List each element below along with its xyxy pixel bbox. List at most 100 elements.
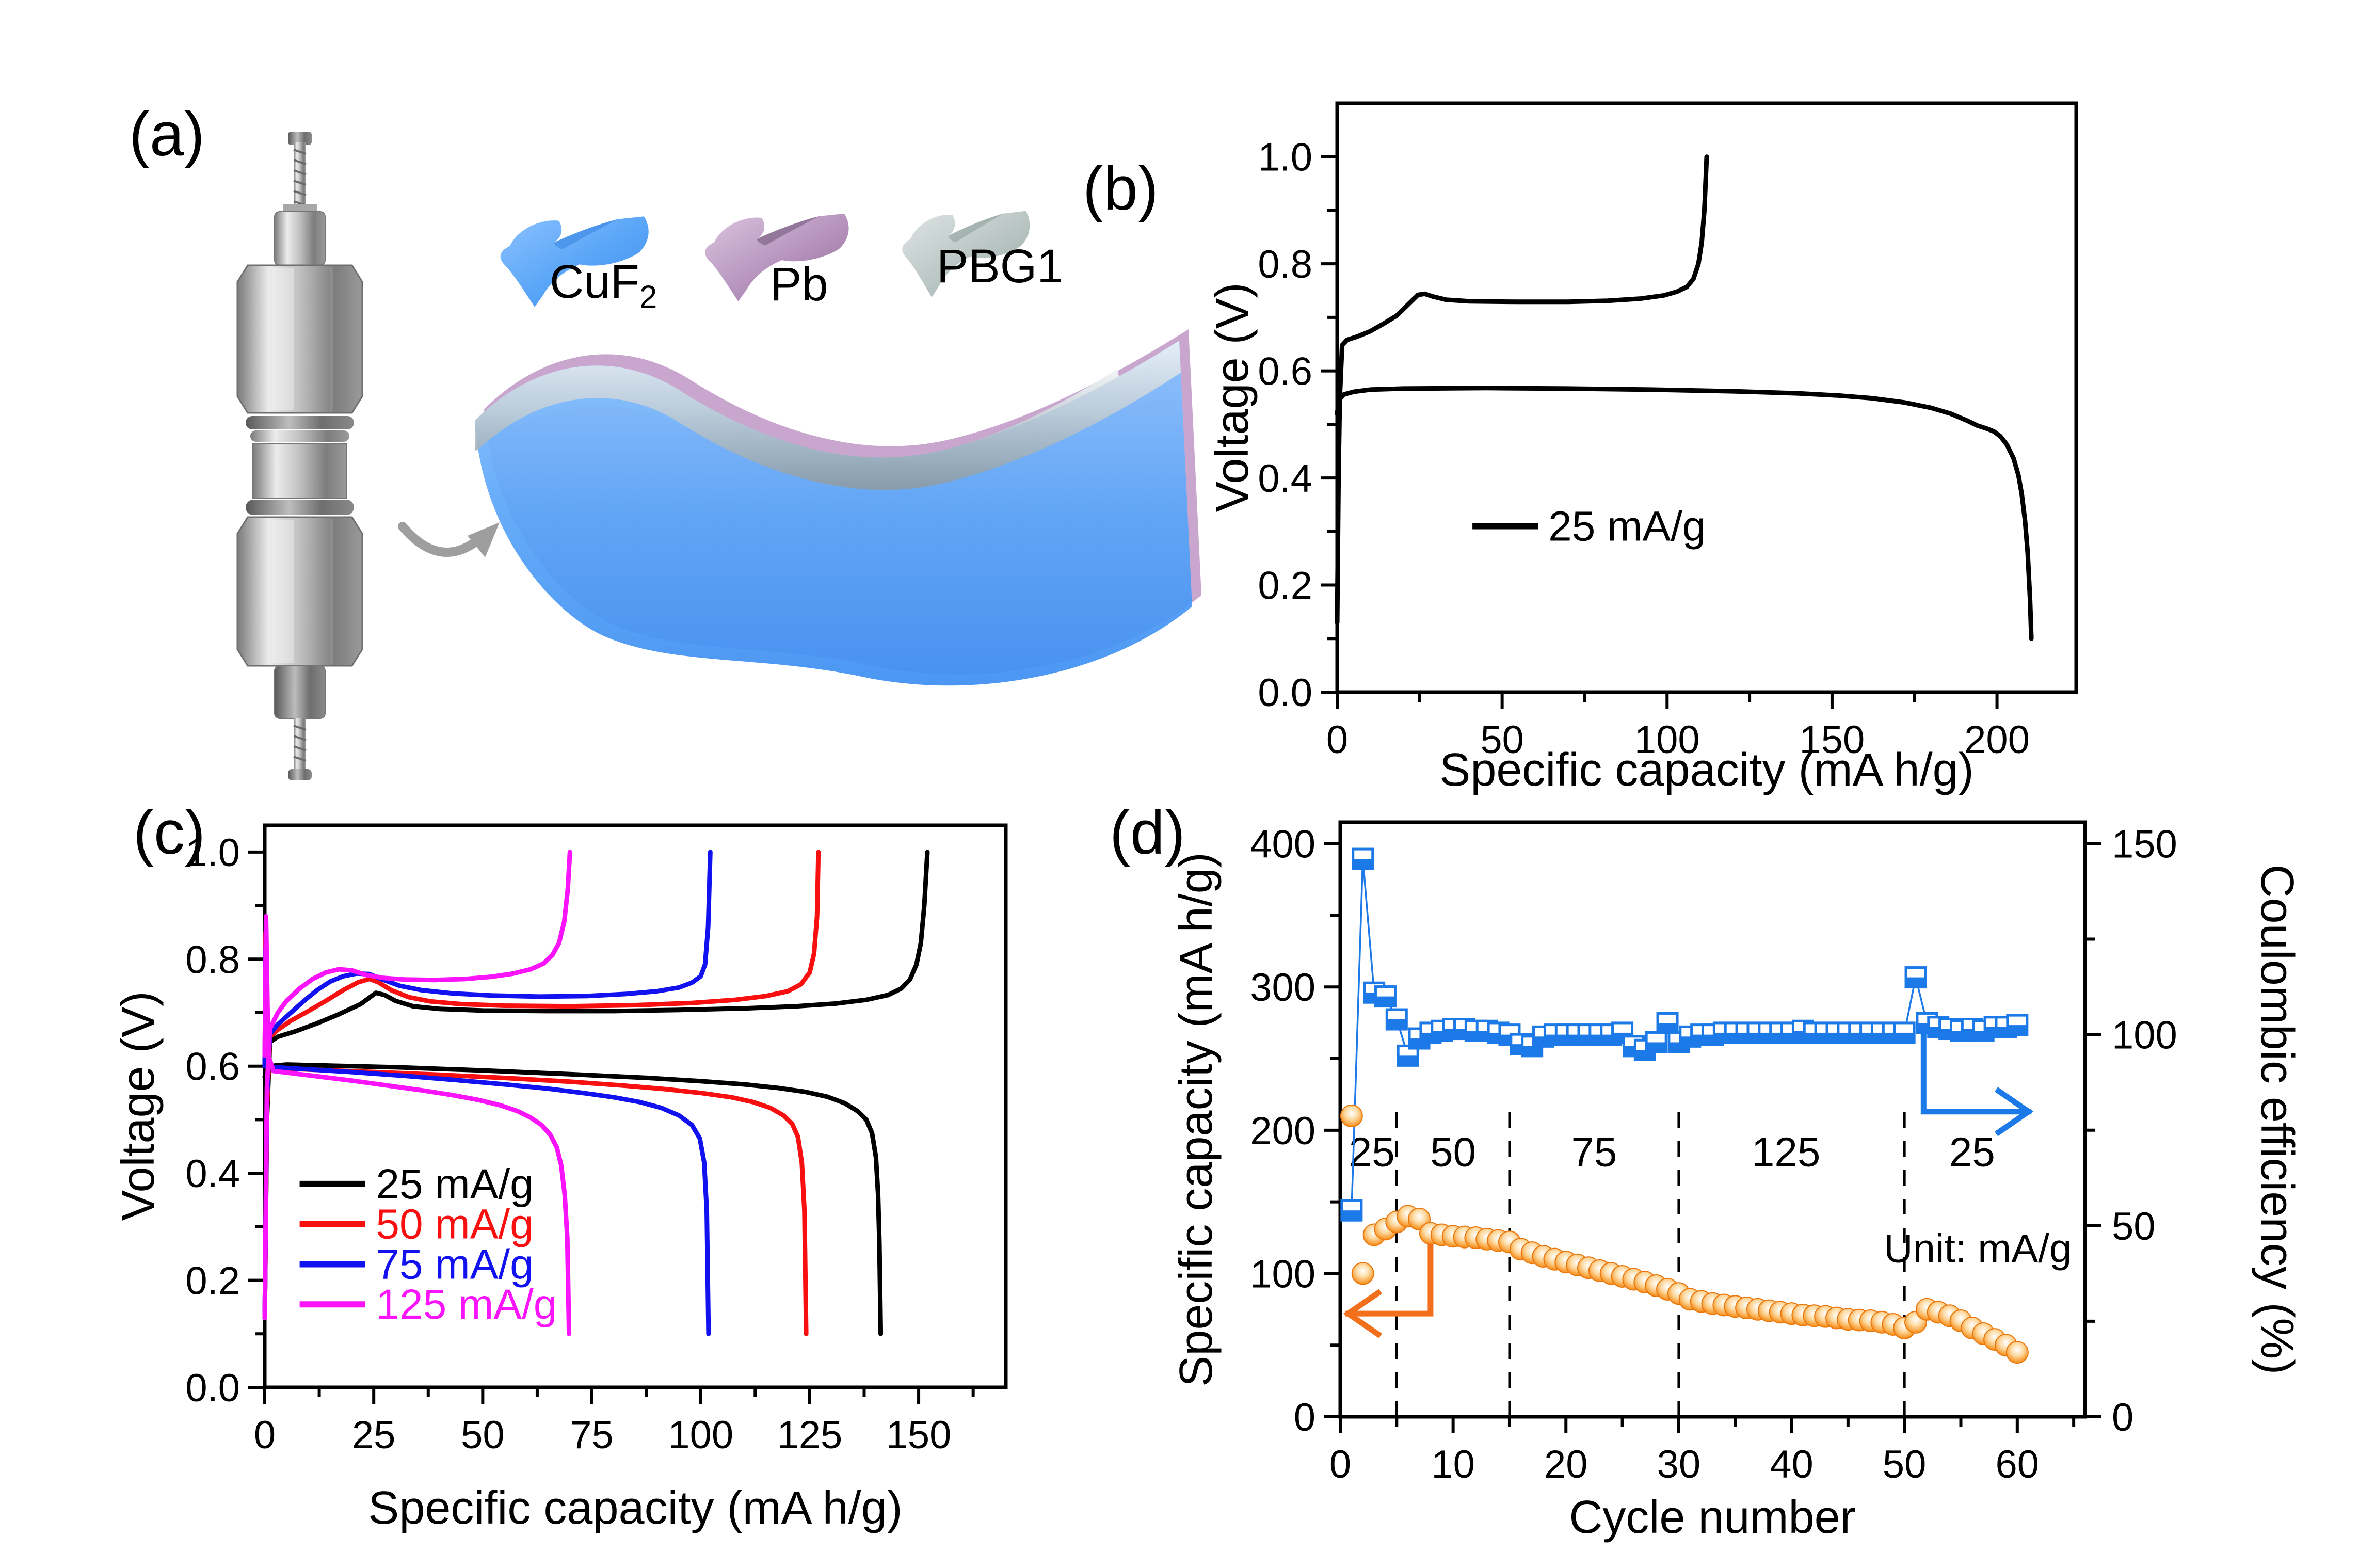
panel-d-chart: 0 10 20 30 40 50 60 0 100 200 300 400 0 50 100 150 Cycle… [1170,820,2303,1543]
x-tick-label: 200 [1964,718,2030,762]
y-tick-label: 1.0 [185,831,240,875]
cell-bottom-screw-tip [288,769,312,780]
composite-sheet [475,329,1201,686]
rate-label: 25 [1949,1129,1995,1175]
right-y-tick-label: 100 [2112,1014,2177,1058]
efficiency-marker [1645,1031,1667,1053]
cell-middle-hex [252,443,347,499]
plot-frame [1338,820,2087,1419]
curve-charge-50-ma-g [262,850,821,1320]
x-tick-label: 20 [1544,1443,1588,1486]
x-axis-label: Specific capacity (mA h/g) [368,1482,902,1534]
panel-a-schematic [236,132,1201,780]
capacity-axis-arrow-head [1343,1289,1382,1338]
efficiency-marker [1904,966,1927,989]
rate-label: 75 [1571,1129,1617,1175]
cell-bottom-plunger [274,665,326,719]
y-tick-label: 0.2 [185,1259,240,1303]
capacity-marker [2005,1341,2029,1364]
y-tick-label: 1.0 [1258,136,1312,180]
panel-d-label: (d) [1110,798,1185,867]
panel-c-label: (c) [133,798,205,867]
screw-threads-2 [293,725,307,762]
x-axis-label: Specific capacity (mA h/g) [1439,744,1973,796]
cell-collar [283,204,317,213]
x-tick-label: 50 [461,1413,505,1457]
y-tick-label: 0.4 [1258,457,1312,501]
capacity-axis-arrow [1345,1238,1434,1317]
panel-b-label: (b) [1083,154,1159,223]
y-tick-label: 0.2 [1258,564,1312,608]
pb-sheet [705,213,849,301]
cell-lower-hex-nut [236,516,363,667]
material-label-pbg1: PBG1 [937,240,1064,293]
assembly-arrow [398,522,500,557]
y-tick-label: 0.0 [1258,671,1312,715]
panel-a-label: (a) [129,100,205,169]
x-tick-label: 30 [1657,1443,1701,1486]
efficiency-marker [1385,1008,1408,1031]
efficiency-marker [1656,1012,1679,1034]
x-tick-label: 0 [1326,718,1348,762]
y-tick-label: 0.6 [1258,350,1312,394]
x-tick-label: 75 [570,1413,614,1457]
x-tick-label: 50 [1480,718,1524,762]
x-tick-label: 100 [1634,718,1700,762]
left-y-axis-label: Specific capacity (mA h/g) [1170,852,1222,1386]
left-y-tick-label: 0 [1294,1396,1315,1439]
material-label-pb: Pb [770,258,828,311]
x-tick-label: 100 [668,1413,733,1457]
x-tick-label: 50 [1883,1443,1927,1486]
y-axis-label: Voltage (V) [1207,282,1258,512]
legend-entry: 25 mA/g [1548,503,1706,550]
x-tick-label: 150 [886,1413,952,1457]
right-y-tick-label: 50 [2112,1205,2156,1249]
efficiency-marker [1893,1021,1916,1044]
left-y-tick-label: 200 [1250,1109,1315,1153]
cell-upper-hex-nut [236,264,363,414]
screw-threads [293,149,307,206]
curve-discharge-50-ma-g [262,930,809,1336]
cell-ring-1 [246,416,354,429]
rate-label: 125 [1752,1129,1820,1175]
y-tick-label: 0.4 [185,1152,240,1196]
curve-charge-25-ma-g [262,850,930,1320]
x-tick-label: 150 [1800,718,1865,762]
legend-entry: 50 mA/g [376,1201,533,1248]
left-y-tick-label: 400 [1250,823,1315,867]
left-y-tick-label: 100 [1250,1252,1315,1296]
legend-entry: 25 mA/g [376,1161,533,1208]
legend-entry: 75 mA/g [376,1241,533,1288]
efficiency-marker [1340,1199,1363,1222]
capacity-marker [1340,1105,1363,1128]
x-tick-label: 0 [1329,1443,1351,1486]
composite-sheet-fold-band [475,341,1181,490]
composite-sheet-cuf2-layer [475,341,1192,686]
curve-discharge-125-ma-g [262,914,572,1336]
efficiency-marker [2006,1014,2029,1036]
efficiency-marker [1566,1023,1588,1046]
panel-c-chart: 0 25 50 75 100 125 150 0.0 0.2 0.4 0.6 0.8 1.0 Specif… [113,823,1008,1534]
unit-note: Unit: mA/g [1884,1225,2072,1271]
curve-charge-75-ma-g [262,850,713,1320]
x-tick-label: 10 [1431,1443,1475,1486]
y-tick-label: 0.0 [185,1366,240,1410]
efficiency-marker [1352,847,1374,870]
hex-highlight [272,268,294,410]
efficiency-axis-arrow [1920,1027,2032,1115]
pbg1-sheet [902,211,1030,298]
y-axis-label: Voltage (V) [113,991,164,1221]
x-tick-label: 60 [1996,1443,2040,1486]
cell-ring-3 [246,500,354,515]
rate-label: 50 [1430,1129,1476,1175]
x-axis-label: Cycle number [1569,1492,1855,1543]
cell-ring-2 [250,430,349,442]
curve-discharge-25-ma-g [1335,386,2034,641]
curve-charge-125-ma-g [262,850,572,1320]
y-tick-label: 0.8 [185,938,240,982]
right-y-tick-label: 150 [2112,822,2177,866]
capacity-marker [1351,1262,1374,1285]
left-y-tick-label: 300 [1250,966,1315,1010]
cell-top-screw-head [288,132,312,145]
